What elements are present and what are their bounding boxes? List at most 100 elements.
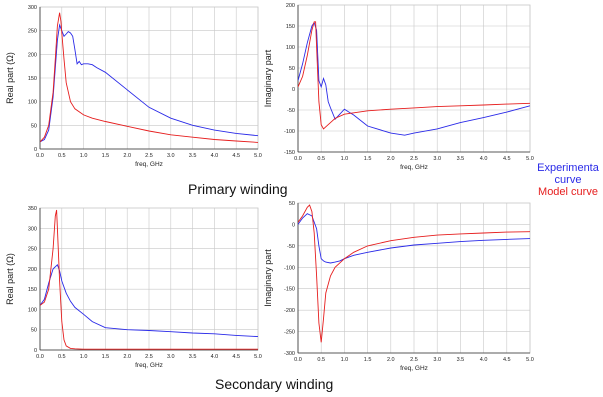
y-tick-label: 50: [289, 66, 295, 72]
x-tick-label: 3.0: [167, 354, 175, 360]
experimental-curve-line: [40, 263, 258, 338]
y-tick-label: -50: [287, 108, 295, 114]
x-tick-label: 5.0: [526, 357, 534, 363]
x-axis-label: freq, GHz: [135, 362, 163, 369]
x-tick-label: 0.0: [294, 156, 302, 162]
x-tick-label: 2.0: [387, 156, 395, 162]
y-tick-label: 100: [286, 45, 295, 51]
x-tick-label: 2.0: [387, 357, 395, 363]
x-tick-label: 1.5: [364, 156, 372, 162]
x-tick-label: 1.0: [341, 357, 349, 363]
x-tick-label: 2.0: [123, 354, 131, 360]
x-tick-label: 0.0: [294, 357, 302, 363]
model-curve-line: [298, 21, 530, 130]
x-tick-label: 1.5: [102, 354, 110, 360]
x-tick-label: 1.0: [80, 354, 88, 360]
experimental-curve-line: [40, 23, 258, 143]
y-tick-label: -200: [284, 308, 295, 314]
x-axis-label: freq, GHz: [400, 164, 428, 171]
y-tick-label: 0: [34, 147, 37, 153]
x-tick-label: 4.0: [480, 357, 488, 363]
y-axis-label: Real part (Ω): [5, 253, 15, 305]
x-axis-label: freq, GHz: [400, 365, 428, 372]
x-tick-label: 1.5: [102, 153, 110, 159]
experimental-curve-line: [298, 21, 530, 136]
y-tick-label: 150: [286, 24, 295, 30]
x-tick-label: 4.0: [211, 354, 219, 360]
y-tick-label: 0: [292, 222, 295, 228]
x-tick-label: 2.5: [410, 156, 418, 162]
x-tick-label: 2.5: [145, 153, 153, 159]
x-tick-label: 3.5: [189, 153, 197, 159]
primary-winding-caption: Primary winding: [188, 181, 288, 197]
x-tick-label: 0.5: [317, 357, 325, 363]
y-tick-label: 200: [28, 52, 37, 58]
x-axis-label: freq, GHz: [135, 161, 163, 168]
experimental-curve-line: [298, 213, 530, 264]
y-tick-label: 250: [28, 29, 37, 35]
x-tick-label: 2.5: [145, 354, 153, 360]
y-tick-label: -300: [284, 351, 295, 357]
y-tick-label: -250: [284, 330, 295, 336]
chart-secondary-real: 0.0 0.5 1.0 1.5 2.0 2.5 3.0 3.5 4.0 4.5 5.0 0 50 100 1…: [5, 206, 262, 369]
x-tick-label: 3.5: [189, 354, 197, 360]
chart-secondary-imag: 0.0 0.5 1.0 1.5 2.0 2.5 3.0 3.5 4.0 4.5 5.0 -300 -25…: [263, 201, 534, 372]
x-tick-label: 4.0: [480, 156, 488, 162]
x-tick-label: 0.5: [317, 156, 325, 162]
x-tick-label: 3.0: [433, 156, 441, 162]
x-tick-label: 0.0: [36, 153, 44, 159]
y-tick-label: -100: [284, 265, 295, 271]
x-tick-label: 5.0: [254, 354, 262, 360]
y-tick-label: 250: [28, 247, 37, 253]
x-tick-label: 1.5: [364, 357, 372, 363]
y-tick-label: 50: [289, 201, 295, 207]
y-tick-label: 200: [286, 3, 295, 9]
x-tick-label: 4.5: [503, 357, 511, 363]
x-tick-label: 3.5: [457, 156, 465, 162]
x-tick-label: 1.0: [341, 156, 349, 162]
y-axis-label: Imaginary part: [263, 249, 273, 307]
x-tick-label: 0.5: [58, 153, 66, 159]
x-tick-label: 5.0: [526, 156, 534, 162]
x-tick-label: 5.0: [254, 153, 262, 159]
x-tick-label: 4.5: [503, 156, 511, 162]
y-tick-label: 200: [28, 267, 37, 273]
y-axis-label: Imaginary part: [263, 49, 273, 107]
x-tick-label: 4.5: [232, 153, 240, 159]
y-tick-label: -50: [287, 244, 295, 250]
y-tick-label: 150: [28, 287, 37, 293]
x-tick-label: 4.5: [232, 354, 240, 360]
y-tick-label: 50: [31, 123, 37, 129]
x-tick-label: 0.5: [58, 354, 66, 360]
y-tick-label: 0: [292, 87, 295, 93]
legend-experimental-line2: curve: [554, 174, 582, 186]
chart-primary-real: 0.0 0.5 1.0 1.5 2.0 2.5 3.0 3.5 4.0 4.5 5.0 0 50 100 1…: [5, 5, 262, 168]
x-tick-label: 0.0: [36, 354, 44, 360]
y-tick-label: 300: [28, 5, 37, 11]
y-tick-label: 350: [28, 206, 37, 212]
x-tick-label: 3.0: [433, 357, 441, 363]
x-tick-label: 4.0: [211, 153, 219, 159]
y-tick-label: 100: [28, 100, 37, 106]
x-tick-label: 2.0: [123, 153, 131, 159]
x-tick-label: 2.5: [410, 357, 418, 363]
x-tick-label: 3.0: [167, 153, 175, 159]
y-tick-label: -100: [284, 129, 295, 135]
chart-primary-imag: 0.0 0.5 1.0 1.5 2.0 2.5 3.0 3.5 4.0 4.5 5.0 -150 -10…: [263, 3, 534, 171]
x-tick-label: 3.5: [457, 357, 465, 363]
y-tick-label: 150: [28, 76, 37, 82]
y-tick-label: 300: [28, 226, 37, 232]
secondary-winding-caption: Secondary winding: [215, 376, 334, 392]
model-curve-line: [298, 204, 530, 343]
y-tick-label: 50: [31, 328, 37, 334]
legend-model: Model curve: [538, 186, 598, 198]
y-tick-label: -150: [284, 150, 295, 156]
y-tick-label: 100: [28, 307, 37, 313]
x-tick-label: 1.0: [80, 153, 88, 159]
legend-experimental-line1: Experimenta: [537, 162, 599, 174]
model-curve-line: [40, 209, 258, 350]
y-tick-label: 0: [34, 348, 37, 354]
y-tick-label: -150: [284, 287, 295, 293]
y-axis-label: Real part (Ω): [5, 52, 15, 104]
